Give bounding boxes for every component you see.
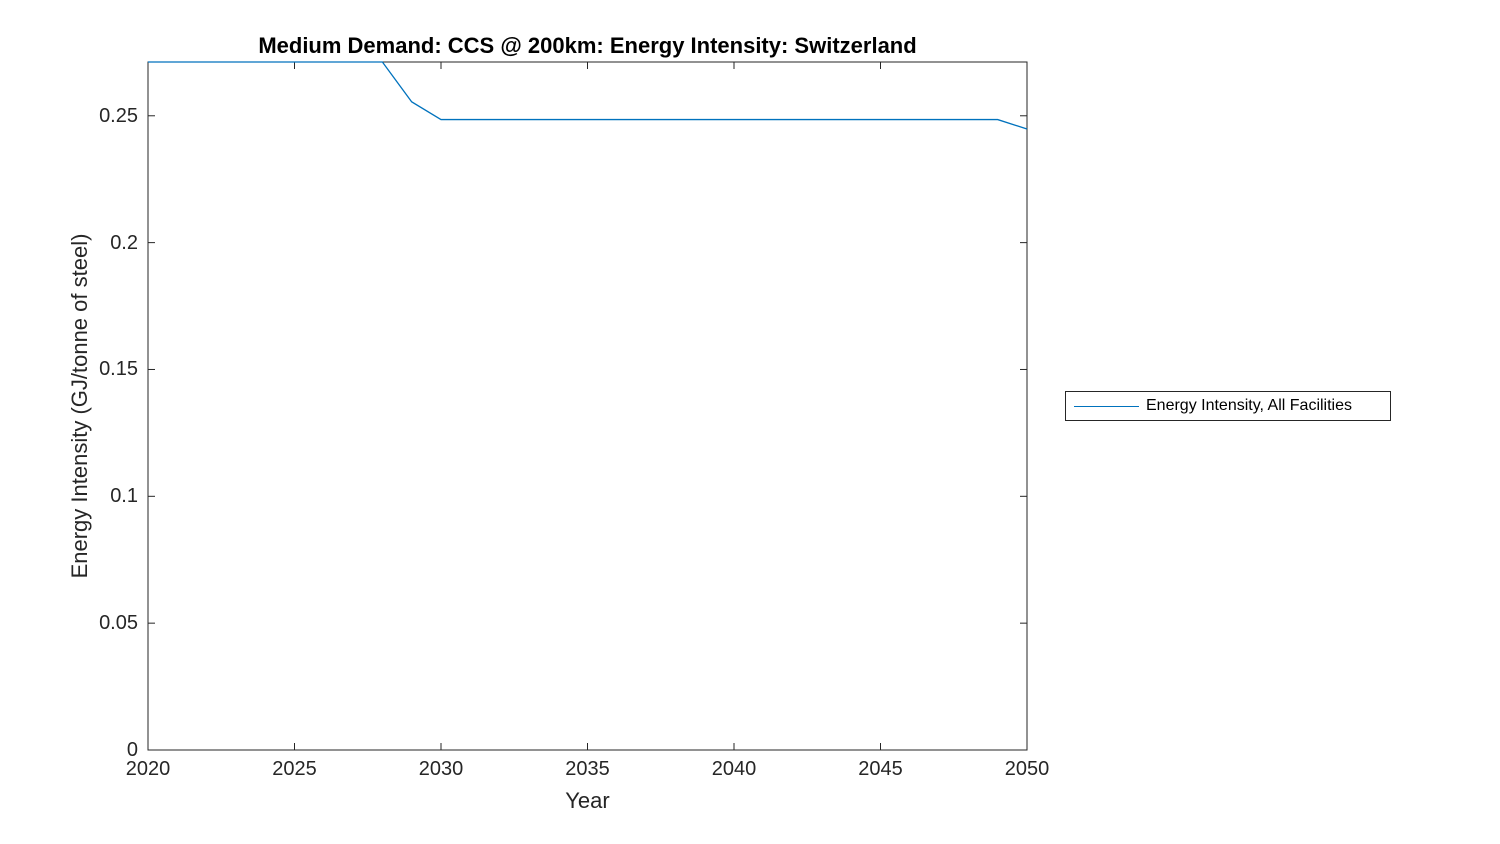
legend-entry-label: Energy Intensity, All Facilities bbox=[1146, 397, 1353, 414]
x-tick-label-2035: 2035 bbox=[565, 758, 610, 780]
chart-title: Medium Demand: CCS @ 200km: Energy Inten… bbox=[258, 33, 917, 58]
y-tick-label-0: 0 bbox=[126, 739, 138, 761]
y-tick-label-0.25: 0.25 bbox=[99, 104, 138, 127]
y-tick-label-0.15: 0.15 bbox=[99, 358, 138, 381]
x-tick-label-2025: 2025 bbox=[272, 758, 317, 780]
x-tick-label-2020: 2020 bbox=[125, 758, 171, 780]
legend-line-sample bbox=[1074, 405, 1139, 407]
y-tick-label-0.1: 0.1 bbox=[110, 485, 138, 508]
x-tick-label-2045: 2045 bbox=[858, 758, 903, 780]
legend-box: Energy Intensity, All Facilities bbox=[1065, 391, 1391, 421]
y-tick-label-0.2: 0.2 bbox=[110, 231, 138, 254]
x-tick-label-2040: 2040 bbox=[711, 758, 757, 780]
x-tick-label-2050: 2050 bbox=[1004, 758, 1050, 780]
axes-box bbox=[147, 61, 1028, 751]
series-line-Energy Intensity, All Facilities bbox=[148, 61, 1028, 130]
x-tick-label-2030: 2030 bbox=[418, 758, 464, 780]
y-tick-label-0.05: 0.05 bbox=[99, 612, 138, 635]
x-axis-label: Year bbox=[565, 788, 610, 813]
y-axis-label: Energy Intensity (GJ/tonne of steel) bbox=[67, 233, 92, 579]
